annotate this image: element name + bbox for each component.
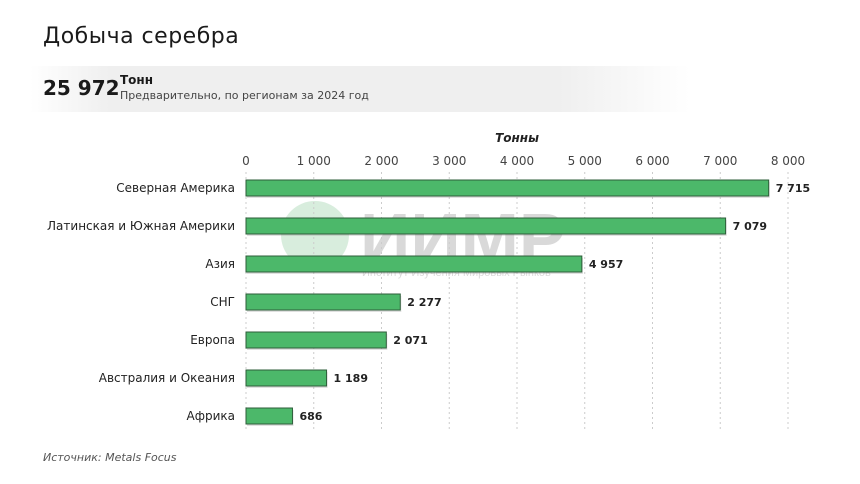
summary-band	[30, 66, 690, 112]
x-tick-label: 8 000	[771, 154, 805, 168]
category-label: Австралия и Океания	[99, 371, 235, 385]
x-tick-label: 5 000	[568, 154, 602, 168]
bar	[245, 217, 727, 235]
data-label: 2 071	[393, 334, 427, 347]
data-label: 686	[299, 410, 322, 423]
bar	[245, 179, 770, 197]
x-tick-label: 3 000	[432, 154, 466, 168]
bar	[245, 369, 328, 387]
page-title: Добыча серебра	[43, 24, 240, 49]
bar	[245, 255, 583, 273]
x-tick-label: 0	[242, 154, 250, 168]
data-label: 7 079	[733, 220, 767, 233]
x-tick-label: 1 000	[297, 154, 331, 168]
subtitle: Предварительно, по регионам за 2024 год	[120, 89, 369, 102]
data-label: 7 715	[776, 182, 810, 195]
category-label: Азия	[205, 257, 235, 271]
bar	[245, 331, 387, 349]
total-unit: Тонн	[120, 73, 154, 87]
category-label: СНГ	[210, 295, 235, 309]
x-tick-label: 2 000	[364, 154, 398, 168]
data-label: 2 277	[407, 296, 441, 309]
data-label: 1 189	[334, 372, 368, 385]
category-label: Европа	[190, 333, 235, 347]
source-note: Источник: Metals Focus	[43, 451, 177, 464]
x-tick-label: 7 000	[703, 154, 737, 168]
x-tick-label: 4 000	[500, 154, 534, 168]
category-label: Северная Америка	[116, 181, 235, 195]
total-value: 25 972	[43, 76, 120, 100]
x-tick-label: 6 000	[635, 154, 669, 168]
data-label: 4 957	[589, 258, 623, 271]
category-label: Африка	[187, 409, 236, 423]
x-axis-label: Тонны	[495, 131, 539, 145]
category-label: Латинская и Южная Америки	[47, 219, 235, 233]
bar	[245, 293, 401, 311]
bar	[245, 407, 293, 425]
